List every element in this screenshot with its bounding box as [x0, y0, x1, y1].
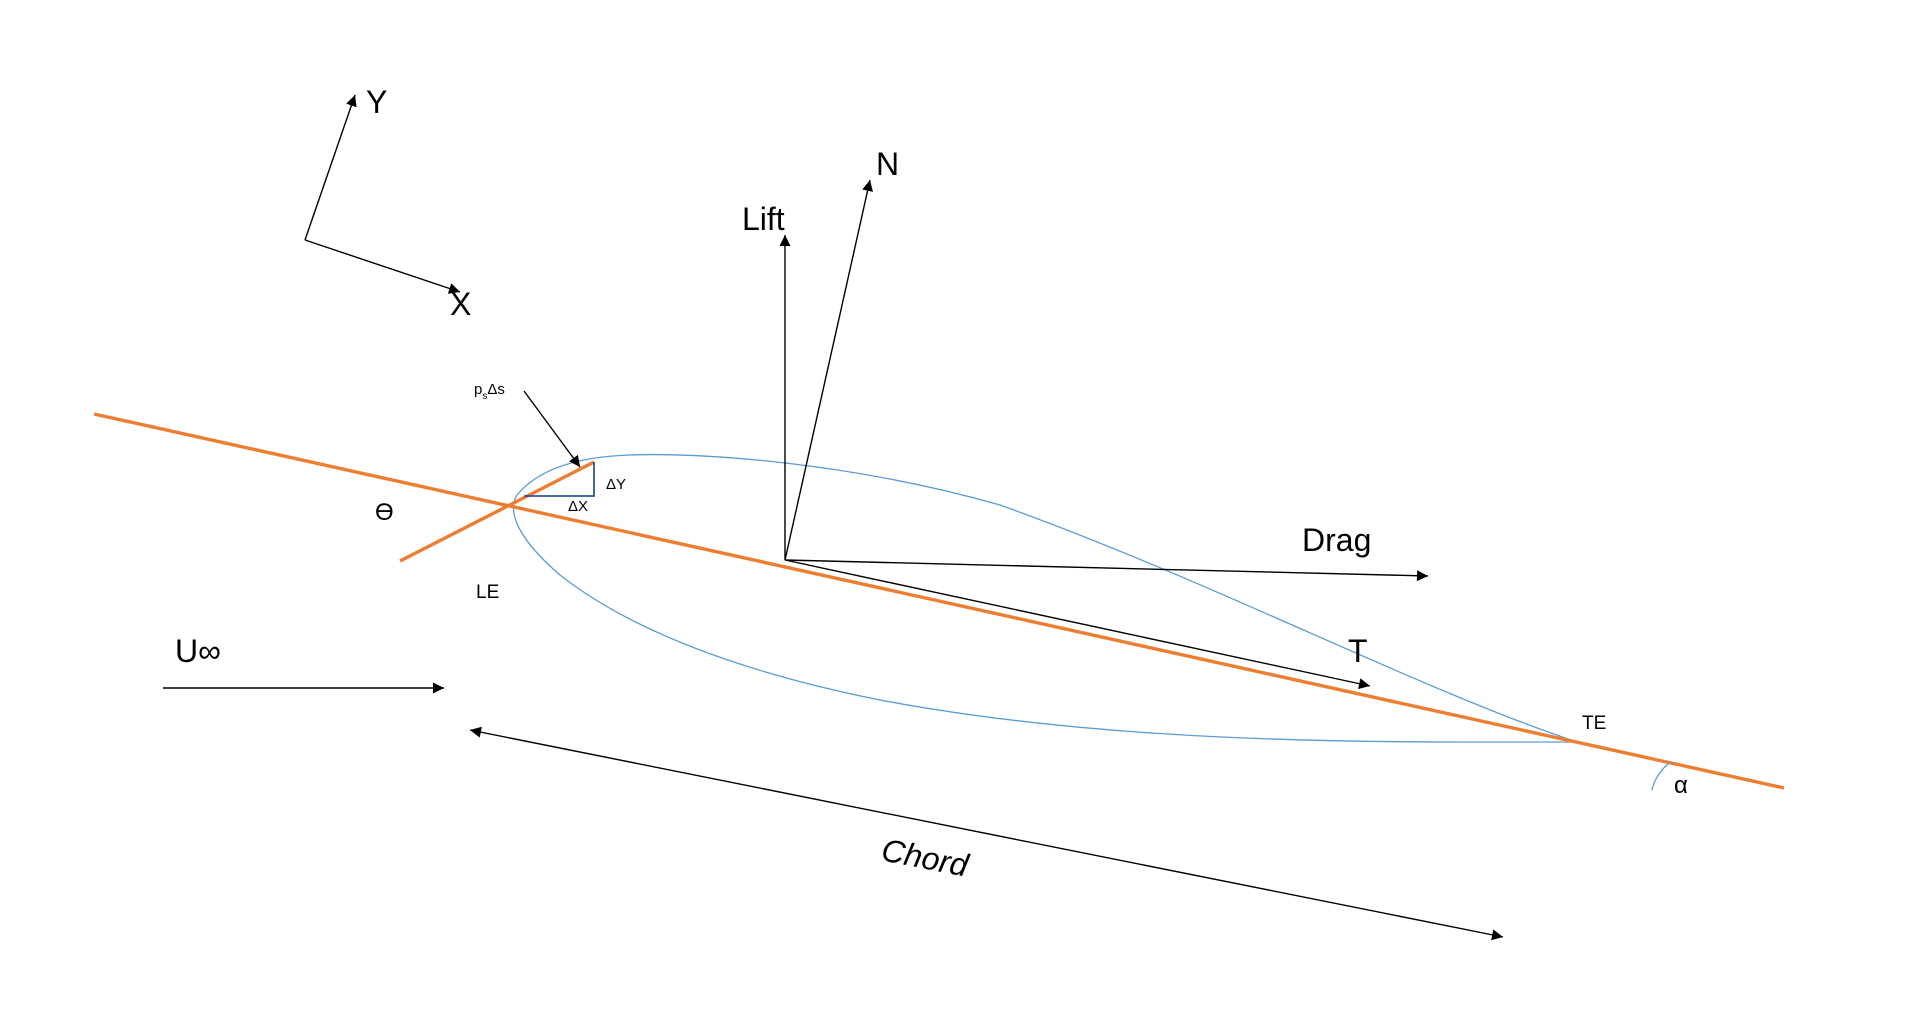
leading-edge-label: LE [476, 582, 499, 603]
pressure-arrow [523, 390, 581, 468]
chord-dimension-arrow [469, 726, 1504, 941]
lift-label: Lift [742, 201, 785, 237]
normal-arrow [784, 179, 873, 561]
tangent-arrow [784, 559, 1371, 690]
x-axis-label: X [450, 286, 471, 322]
drag-arrow [784, 559, 1429, 582]
panel-triangle [524, 462, 595, 497]
alpha-label: α [1674, 772, 1688, 799]
x-axis-arrow [304, 239, 461, 294]
y-axis-arrow [304, 94, 357, 241]
airfoil-outline [512, 453, 1578, 743]
pressure-subscript: s [482, 391, 487, 402]
alpha-arc [1651, 761, 1671, 791]
delta-x-label: ΔX [568, 498, 588, 515]
chord-line [93, 412, 1785, 790]
tangent-label: T [1348, 633, 1368, 669]
delta-y-label: ΔY [606, 476, 626, 493]
surface-tangent-line [399, 460, 595, 563]
drag-label: Drag [1302, 522, 1371, 558]
pressure-symbol: p [474, 381, 482, 398]
force-vectors: Lift N Drag T [742, 146, 1429, 690]
freestream-label: U∞ [175, 633, 221, 669]
normal-label: N [876, 146, 899, 182]
theta-label: ϴ [375, 499, 394, 526]
coordinate-axes: Y X [304, 84, 471, 322]
chord-label: Chord [879, 832, 973, 884]
trailing-edge-label: TE [1582, 713, 1606, 734]
pressure-label: psΔs [474, 381, 505, 402]
pressure-delta-s: Δs [487, 381, 505, 398]
y-axis-label: Y [366, 84, 387, 120]
